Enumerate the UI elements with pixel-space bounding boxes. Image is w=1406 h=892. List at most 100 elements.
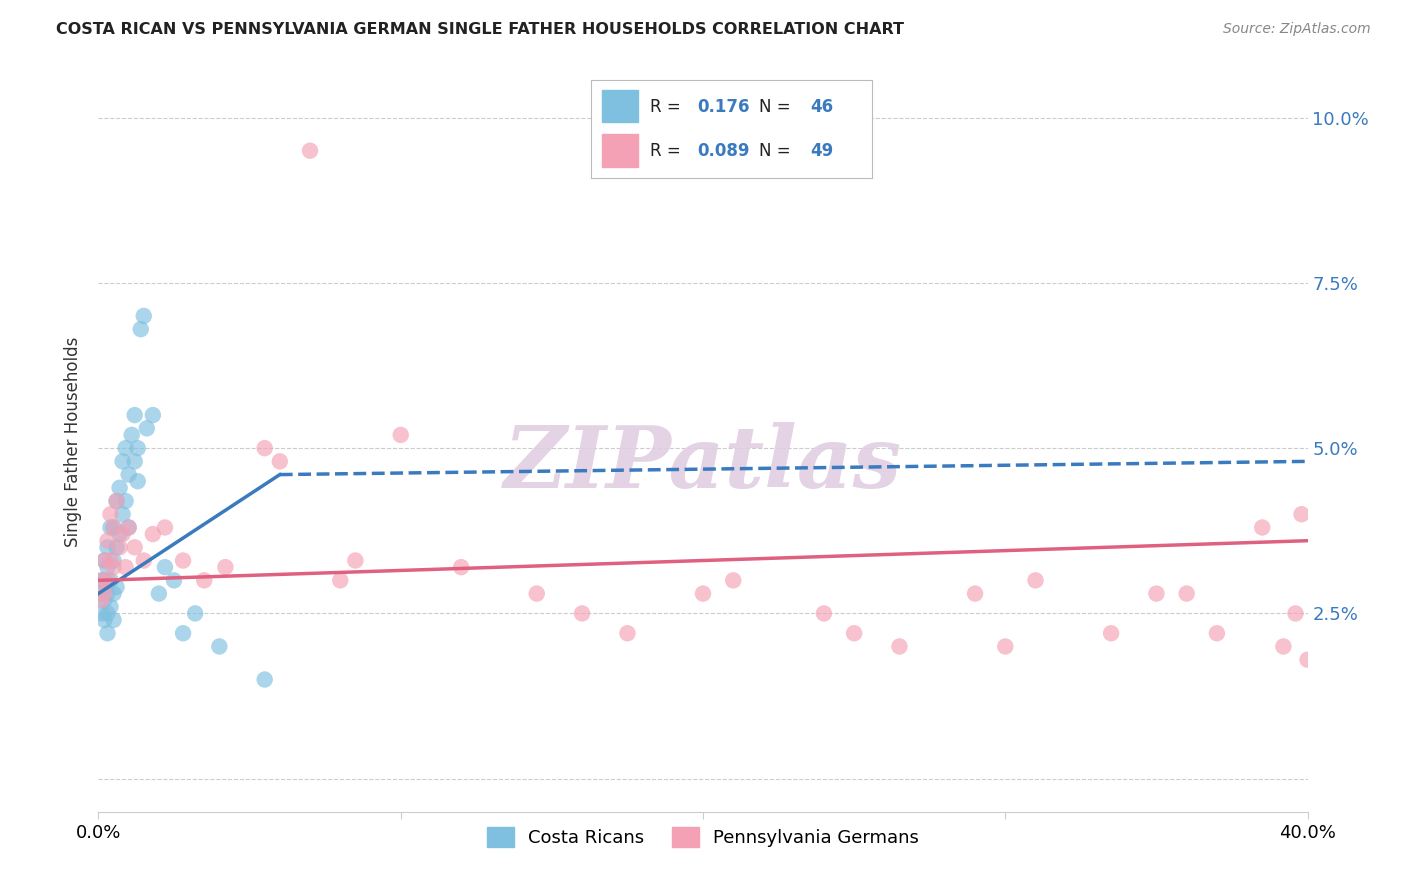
Point	[1024, 574, 1046, 588]
Point	[994, 640, 1017, 654]
Text: 49: 49	[810, 142, 834, 160]
Text: COSTA RICAN VS PENNSYLVANIA GERMAN SINGLE FATHER HOUSEHOLDS CORRELATION CHART: COSTA RICAN VS PENNSYLVANIA GERMAN SINGL…	[56, 22, 904, 37]
Point	[889, 640, 911, 654]
Point	[124, 541, 146, 555]
Text: R =: R =	[650, 98, 681, 116]
Y-axis label: Single Father Households: Single Father Households	[65, 336, 83, 547]
Text: N =: N =	[759, 98, 790, 116]
Point	[108, 527, 131, 541]
Point	[142, 408, 165, 422]
Text: 46: 46	[810, 98, 832, 116]
Point	[100, 574, 122, 588]
Point	[172, 553, 194, 567]
Point	[103, 520, 125, 534]
Point	[1251, 520, 1274, 534]
Point	[616, 626, 638, 640]
Point	[124, 408, 146, 422]
Point	[103, 613, 125, 627]
Point	[100, 508, 122, 522]
Point	[90, 607, 112, 621]
Point	[813, 607, 835, 621]
Point	[108, 541, 131, 555]
Point	[114, 441, 136, 455]
Point	[90, 586, 112, 600]
Point	[344, 553, 367, 567]
Point	[124, 454, 146, 468]
Text: N =: N =	[759, 142, 790, 160]
Point	[193, 574, 215, 588]
Point	[96, 626, 118, 640]
Point	[103, 520, 125, 534]
Point	[96, 541, 118, 555]
Point	[127, 474, 149, 488]
Bar	[602, 134, 638, 167]
Text: R =: R =	[650, 142, 681, 160]
Point	[1144, 586, 1167, 600]
Point	[111, 527, 134, 541]
Point	[103, 560, 125, 574]
Point	[253, 673, 276, 687]
Point	[692, 586, 714, 600]
Point	[844, 626, 866, 640]
Point	[214, 560, 236, 574]
Point	[111, 508, 134, 522]
Point	[1284, 607, 1306, 621]
Point	[96, 533, 118, 548]
Point	[450, 560, 472, 574]
Point	[184, 607, 207, 621]
Point	[132, 553, 155, 567]
Point	[118, 520, 141, 534]
Point	[93, 574, 115, 588]
Point	[105, 494, 128, 508]
Point	[1175, 586, 1198, 600]
Point	[90, 574, 112, 588]
Point	[1296, 653, 1319, 667]
Point	[100, 553, 122, 567]
Point	[299, 144, 322, 158]
Point	[121, 428, 143, 442]
Point	[96, 586, 118, 600]
Point	[100, 520, 122, 534]
Point	[723, 574, 745, 588]
Point	[142, 527, 165, 541]
Point	[96, 574, 118, 588]
Point	[526, 586, 548, 600]
Point	[105, 494, 128, 508]
Point	[253, 441, 276, 455]
Point	[105, 580, 128, 594]
Point	[127, 441, 149, 455]
Point	[90, 593, 112, 607]
Point	[269, 454, 291, 468]
Point	[90, 574, 112, 588]
Point	[129, 322, 152, 336]
Point	[965, 586, 987, 600]
Point	[96, 560, 118, 574]
Point	[103, 553, 125, 567]
Point	[96, 607, 118, 621]
Point	[93, 613, 115, 627]
Text: 0.089: 0.089	[697, 142, 749, 160]
Text: 0.176: 0.176	[697, 98, 749, 116]
Point	[93, 593, 115, 607]
Point	[208, 640, 231, 654]
Point	[111, 454, 134, 468]
Point	[1099, 626, 1122, 640]
Point	[571, 607, 593, 621]
Point	[132, 309, 155, 323]
Point	[118, 520, 141, 534]
Point	[103, 586, 125, 600]
Point	[1206, 626, 1229, 640]
Point	[105, 541, 128, 555]
Point	[163, 574, 186, 588]
Text: Source: ZipAtlas.com: Source: ZipAtlas.com	[1223, 22, 1371, 37]
Point	[118, 467, 141, 482]
Point	[329, 574, 352, 588]
Point	[114, 494, 136, 508]
Point	[93, 586, 115, 600]
Point	[148, 586, 170, 600]
Point	[153, 520, 176, 534]
Point	[389, 428, 412, 442]
Point	[100, 599, 122, 614]
Point	[153, 560, 176, 574]
Point	[135, 421, 157, 435]
